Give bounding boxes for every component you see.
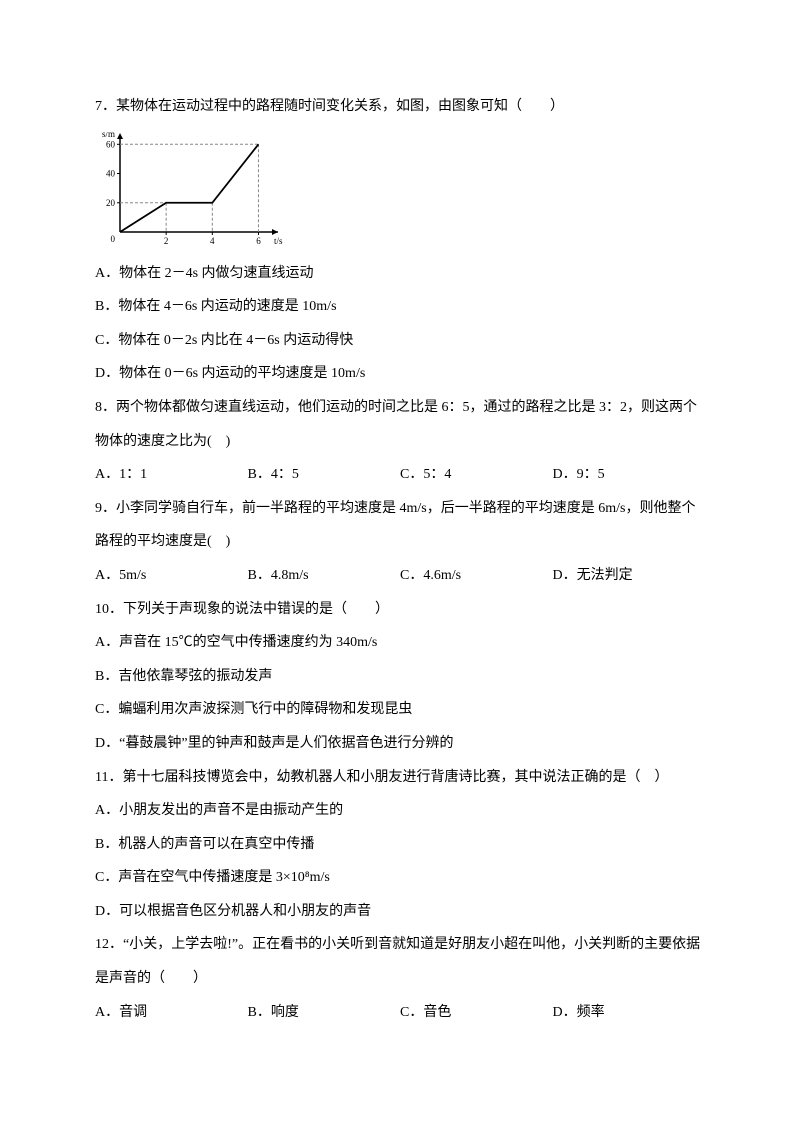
svg-text:40: 40 xyxy=(106,168,116,178)
q7-option-b: B．物体在 4－6s 内运动的速度是 10m/s xyxy=(95,290,705,324)
svg-text:60: 60 xyxy=(106,139,116,149)
q9-option-a: A．5m/s xyxy=(95,559,248,593)
q10-option-c: C．蝙蝠利用次声波探测飞行中的障碍物和发现昆虫 xyxy=(95,693,705,727)
q10-option-d: D．“暮鼓晨钟”里的钟声和鼓声是人们依据音色进行分辨的 xyxy=(95,727,705,761)
q7-chart: 2040602460t/ss/m xyxy=(95,132,285,247)
q12-option-d: D．频率 xyxy=(553,996,706,1030)
q12-option-a: A．音调 xyxy=(95,996,248,1030)
q10-option-a: A．声音在 15℃的空气中传播速度约为 340m/s xyxy=(95,626,705,660)
q8-stem: 8．两个物体都做匀速直线运动，他们运动的时间之比是 6：5，通过的路程之比是 3… xyxy=(95,391,705,458)
svg-text:4: 4 xyxy=(210,236,215,246)
svg-text:6: 6 xyxy=(256,236,261,246)
q7-option-d: D．物体在 0－6s 内运动的平均速度是 10m/s xyxy=(95,357,705,391)
svg-text:0: 0 xyxy=(111,234,116,244)
q8-option-c: C．5：4 xyxy=(400,458,553,492)
q11-option-b: B．机器人的声音可以在真空中传播 xyxy=(95,828,705,862)
q7-stem: 7．某物体在运动过程中的路程随时间变化关系，如图，由图象可知（ ） xyxy=(95,90,705,124)
svg-text:s/m: s/m xyxy=(102,132,115,139)
q7-option-a: A．物体在 2－4s 内做匀速直线运动 xyxy=(95,257,705,291)
q8-options: A．1：1 B．4：5 C．5：4 D．9：5 xyxy=(95,458,705,492)
q12-option-c: C．音色 xyxy=(400,996,553,1030)
q12-option-b: B．响度 xyxy=(248,996,401,1030)
q10-option-b: B．吉他依靠琴弦的振动发声 xyxy=(95,660,705,694)
q10-stem: 10．下列关于声现象的说法中错误的是（ ） xyxy=(95,593,705,627)
q11-stem: 11．第十七届科技博览会中，幼教机器人和小朋友进行背唐诗比赛，其中说法正确的是（… xyxy=(95,761,705,795)
svg-text:t/s: t/s xyxy=(274,236,283,246)
q8-option-a: A．1：1 xyxy=(95,458,248,492)
svg-text:20: 20 xyxy=(106,197,116,207)
q9-stem: 9．小李同学骑自行车，前一半路程的平均速度是 4m/s，后一半路程的平均速度是 … xyxy=(95,492,705,559)
q9-options: A．5m/s B．4.8m/s C．4.6m/s D．无法判定 xyxy=(95,559,705,593)
q7-option-c: C．物体在 0－2s 内比在 4－6s 内运动得快 xyxy=(95,324,705,358)
q9-option-c: C．4.6m/s xyxy=(400,559,553,593)
q8-option-d: D．9：5 xyxy=(553,458,706,492)
q11-option-a: A．小朋友发出的声音不是由振动产生的 xyxy=(95,794,705,828)
q11-option-d: D．可以根据音色区分机器人和小朋友的声音 xyxy=(95,895,705,929)
q9-option-d: D．无法判定 xyxy=(553,559,706,593)
q8-option-b: B．4：5 xyxy=(248,458,401,492)
svg-text:2: 2 xyxy=(164,236,169,246)
q12-options: A．音调 B．响度 C．音色 D．频率 xyxy=(95,996,705,1030)
q11-option-c: C．声音在空气中传播速度是 3×10⁸m/s xyxy=(95,861,705,895)
q9-option-b: B．4.8m/s xyxy=(248,559,401,593)
q12-stem: 12．“小关，上学去啦!”。正在看书的小关听到音就知道是好朋友小超在叫他，小关判… xyxy=(95,928,705,995)
